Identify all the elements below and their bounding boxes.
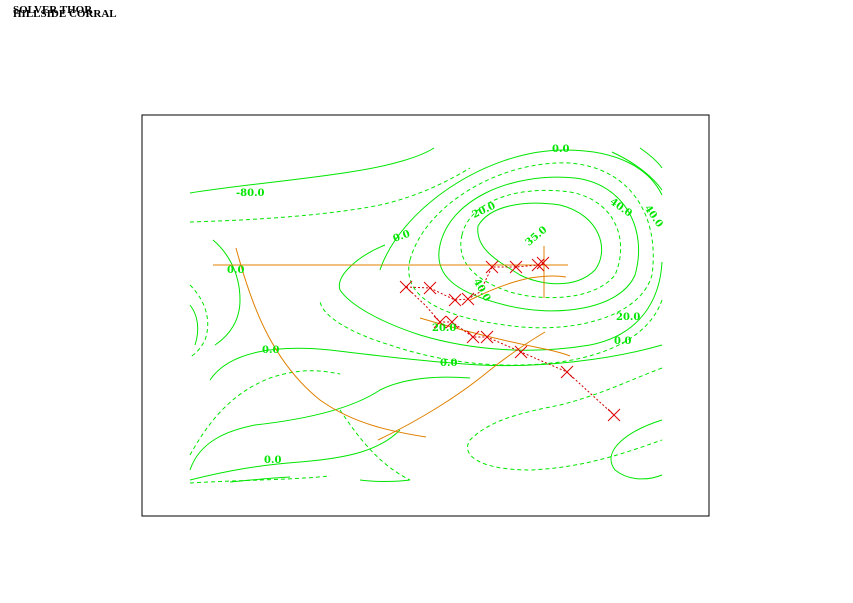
contour-labels: -80.0 0.0 0.0 0.0 0.0 0.0 0.0 0.0 20.0 2… bbox=[227, 144, 665, 466]
track-marker bbox=[448, 293, 462, 307]
contour-line bbox=[611, 151, 663, 191]
contour-label: 0.0 bbox=[552, 144, 569, 155]
contour-line bbox=[339, 409, 411, 481]
contour-label: 0.0 bbox=[614, 336, 631, 347]
contour-line bbox=[379, 149, 663, 271]
track-marker bbox=[466, 330, 480, 344]
marker-stroke bbox=[433, 315, 447, 329]
marker-stroke bbox=[480, 330, 494, 344]
track-marker bbox=[509, 260, 523, 274]
track-markers bbox=[399, 256, 621, 422]
contour-line bbox=[189, 304, 199, 346]
contour-line bbox=[189, 167, 471, 223]
track-marker bbox=[607, 408, 621, 422]
track-lines bbox=[405, 263, 615, 416]
plot-frame bbox=[141, 114, 710, 517]
track-marker bbox=[531, 258, 545, 272]
contour-line bbox=[209, 344, 663, 381]
contour-line bbox=[189, 475, 331, 484]
track-path bbox=[405, 263, 546, 301]
track-marker bbox=[560, 365, 574, 379]
marker-stroke bbox=[536, 256, 550, 270]
marker-stroke bbox=[509, 260, 523, 274]
track-marker bbox=[514, 345, 528, 359]
marker-stroke bbox=[607, 408, 621, 422]
track-marker bbox=[445, 315, 459, 329]
track-marker bbox=[536, 256, 550, 270]
contour-line bbox=[229, 476, 291, 483]
contour-label: 20.0 bbox=[616, 312, 640, 323]
curve-line bbox=[419, 317, 571, 357]
track-marker bbox=[485, 260, 499, 274]
contour-lines bbox=[189, 147, 663, 484]
track-marker bbox=[399, 280, 413, 294]
contour-label: 40.0 bbox=[608, 196, 634, 219]
contour-label: 0.0 bbox=[392, 229, 412, 245]
contour-label: 35.0 bbox=[524, 224, 550, 248]
contour-line bbox=[610, 419, 663, 480]
contour-label: -80.0 bbox=[236, 188, 265, 199]
contour-line bbox=[189, 284, 209, 358]
title-line-2: HILLSIDE CORRAL bbox=[13, 8, 117, 20]
contour-line bbox=[319, 299, 663, 366]
marker-stroke bbox=[514, 345, 528, 359]
marker-stroke bbox=[448, 293, 462, 307]
track-marker bbox=[480, 330, 494, 344]
contour-line bbox=[639, 147, 663, 169]
curve-line bbox=[235, 247, 427, 438]
contour-line bbox=[338, 244, 663, 351]
title-line-1: SOLVER THOR bbox=[13, 4, 93, 16]
contour-label: 0.0 bbox=[227, 265, 244, 276]
contour-label: 0.0 bbox=[262, 345, 279, 356]
track-path bbox=[405, 286, 615, 416]
marker-stroke bbox=[485, 260, 499, 274]
curve-line bbox=[377, 331, 546, 441]
contour-label: 0.0 bbox=[264, 455, 281, 466]
track-marker bbox=[423, 281, 437, 295]
track-marker bbox=[433, 315, 447, 329]
orange-lines bbox=[213, 246, 571, 441]
contour-line bbox=[189, 376, 471, 471]
marker-stroke bbox=[531, 258, 545, 272]
contour-line bbox=[467, 367, 663, 471]
contour-line bbox=[408, 162, 654, 329]
marker-stroke bbox=[461, 292, 475, 306]
marker-stroke bbox=[423, 281, 437, 295]
marker-stroke bbox=[466, 330, 480, 344]
contour-label: 0.0 bbox=[440, 358, 457, 369]
contour-line bbox=[189, 370, 341, 456]
contour-line bbox=[477, 202, 603, 285]
contour-line bbox=[189, 147, 435, 194]
contour-label: 40.0 bbox=[642, 203, 665, 229]
contour-line bbox=[359, 479, 411, 482]
track-marker bbox=[461, 292, 475, 306]
contour-line bbox=[212, 239, 241, 346]
marker-stroke bbox=[399, 280, 413, 294]
marker-stroke bbox=[445, 315, 459, 329]
contour-line bbox=[460, 189, 622, 299]
contour-line bbox=[438, 176, 639, 312]
contour-label: 40.0 bbox=[471, 277, 493, 304]
marker-stroke bbox=[560, 365, 574, 379]
contour-line bbox=[189, 429, 401, 481]
contour-label: 20.0 bbox=[432, 323, 456, 334]
curve-line bbox=[469, 275, 567, 301]
